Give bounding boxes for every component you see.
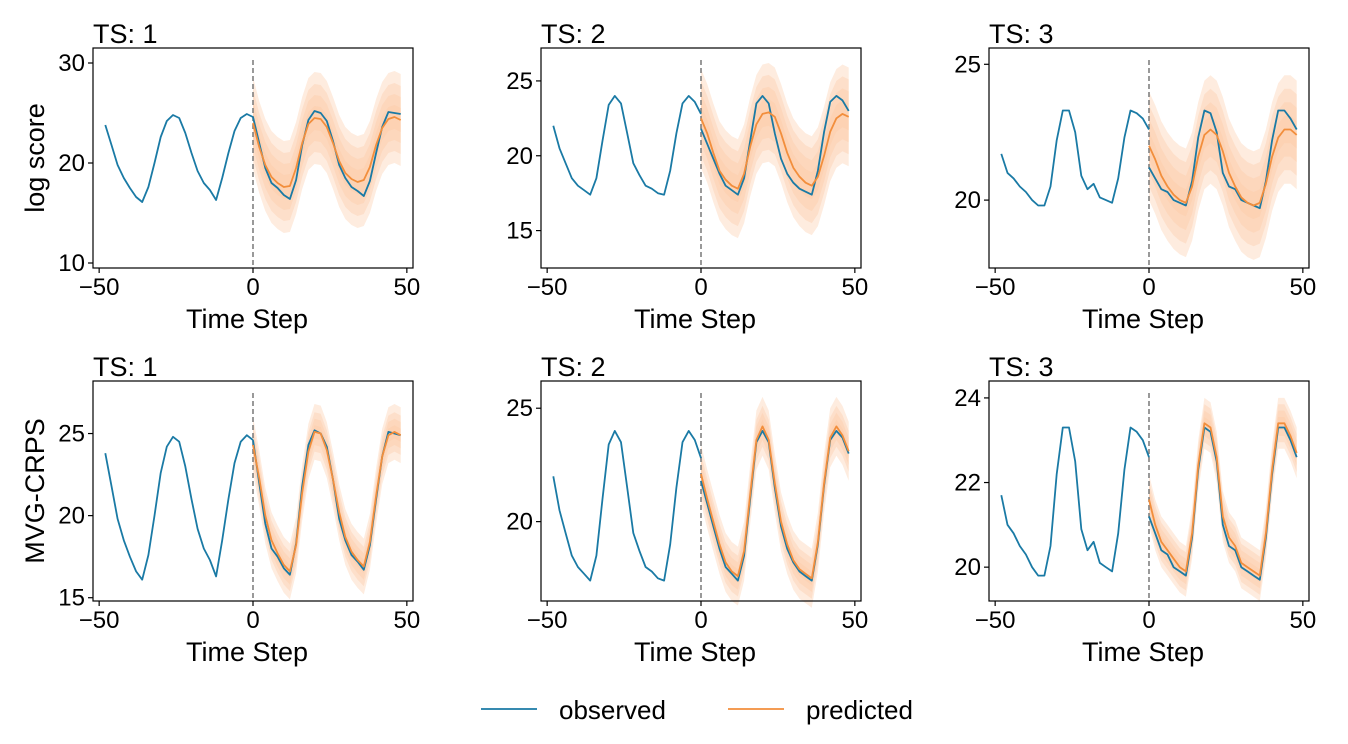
legend: observed predicted	[481, 695, 913, 725]
observed-history-line	[1000, 109, 1150, 207]
predicted-median-line	[1148, 422, 1298, 577]
subplot-title: TS: 3	[989, 19, 1054, 49]
subplot-title: TS: 1	[93, 19, 158, 49]
y-tick-label: 20	[506, 143, 533, 170]
x-axis-label: Time Step	[1082, 637, 1204, 667]
observed-future-line	[700, 95, 850, 196]
x-axis-label: Time Step	[634, 304, 756, 334]
subplot-1: −50 0 50 10 20 30 TS: 1 Time Step log score	[20, 19, 420, 334]
x-tick-label: 50	[393, 274, 420, 301]
y-axis-label: log score	[20, 103, 50, 213]
x-tick-label: −50	[975, 274, 1016, 301]
prediction-band-1	[253, 404, 401, 600]
y-tick-label: 20	[58, 503, 85, 530]
y-axis-label: MVG-CRPS	[20, 418, 50, 564]
subplot-3: −50 0 50 20 25 TS: 3 Time Step	[954, 19, 1316, 334]
x-tick-label: 0	[694, 607, 707, 634]
observed-future-line	[1148, 109, 1298, 210]
prediction-band-4	[701, 419, 849, 586]
x-tick-label: −50	[527, 607, 568, 634]
prediction-band-4	[253, 105, 401, 199]
x-axis-label: Time Step	[634, 637, 756, 667]
observed-history-line	[104, 434, 254, 581]
y-tick-label: 20	[954, 187, 981, 214]
y-tick-label: 30	[58, 50, 85, 77]
y-tick-label: 24	[954, 385, 981, 412]
y-tick-label: 25	[954, 51, 981, 78]
predicted-median-line	[1148, 128, 1298, 207]
x-tick-label: −50	[527, 274, 568, 301]
legend-label-predicted: predicted	[806, 695, 913, 725]
prediction-band-1	[253, 71, 401, 233]
observed-history-line	[104, 113, 254, 203]
x-tick-label: 50	[393, 607, 420, 634]
x-tick-label: 50	[841, 607, 868, 634]
prediction-band-3	[253, 94, 401, 210]
y-tick-label: 15	[506, 218, 533, 245]
x-tick-label: −50	[79, 274, 120, 301]
subplot-title: TS: 1	[93, 352, 158, 382]
subplot-title: TS: 3	[989, 352, 1054, 382]
x-axis-label: Time Step	[1082, 304, 1204, 334]
y-tick-label: 25	[506, 395, 533, 422]
x-tick-label: 0	[1142, 274, 1155, 301]
prediction-band-1	[701, 396, 849, 608]
prediction-band-1	[1149, 397, 1297, 601]
y-tick-label: 20	[58, 150, 85, 177]
subplot-5: −50 0 50 20 25 TS: 2 Time Step	[506, 352, 868, 667]
y-tick-label: 10	[58, 250, 85, 277]
prediction-band-3	[701, 86, 849, 215]
prediction-band-2	[701, 405, 849, 599]
predicted-median-line	[700, 425, 850, 580]
observed-history-line	[552, 95, 702, 196]
x-tick-label: 50	[1289, 607, 1316, 634]
x-tick-label: −50	[79, 607, 120, 634]
x-tick-label: 0	[694, 274, 707, 301]
predicted-median-line	[252, 116, 402, 188]
x-tick-label: 0	[246, 274, 259, 301]
y-tick-label: 25	[58, 421, 85, 448]
y-tick-label: 22	[954, 470, 981, 497]
prediction-band-2	[1149, 404, 1297, 595]
y-tick-label: 15	[58, 585, 85, 612]
subplot-2: −50 0 50 15 20 25 TS: 2 Time Step	[506, 19, 868, 334]
legend-label-observed: observed	[559, 695, 666, 725]
x-axis-label: Time Step	[186, 304, 308, 334]
subplot-4: −50 0 50 15 20 25 TS: 1 Time Step MVG-CRPS	[20, 352, 420, 667]
x-tick-label: 50	[1289, 274, 1316, 301]
subplot-title: TS: 2	[541, 19, 606, 49]
x-tick-label: 0	[1142, 607, 1155, 634]
x-tick-label: −50	[975, 607, 1016, 634]
x-tick-label: 0	[246, 607, 259, 634]
y-tick-label: 20	[954, 554, 981, 581]
prediction-band-4	[701, 98, 849, 203]
subplot-6: −50 0 50 20 22 24 TS: 3 Time Step	[954, 352, 1316, 667]
predicted-median-line	[700, 111, 850, 190]
subplot-title: TS: 2	[541, 352, 606, 382]
x-axis-label: Time Step	[186, 637, 308, 667]
y-tick-label: 25	[506, 68, 533, 95]
predicted-median-line	[252, 430, 402, 573]
observed-history-line	[552, 429, 702, 582]
observed-future-line	[252, 110, 401, 200]
observed-history-line	[1000, 426, 1150, 577]
prediction-band-4	[1149, 115, 1297, 220]
y-tick-label: 20	[506, 509, 533, 536]
x-tick-label: 50	[841, 274, 868, 301]
